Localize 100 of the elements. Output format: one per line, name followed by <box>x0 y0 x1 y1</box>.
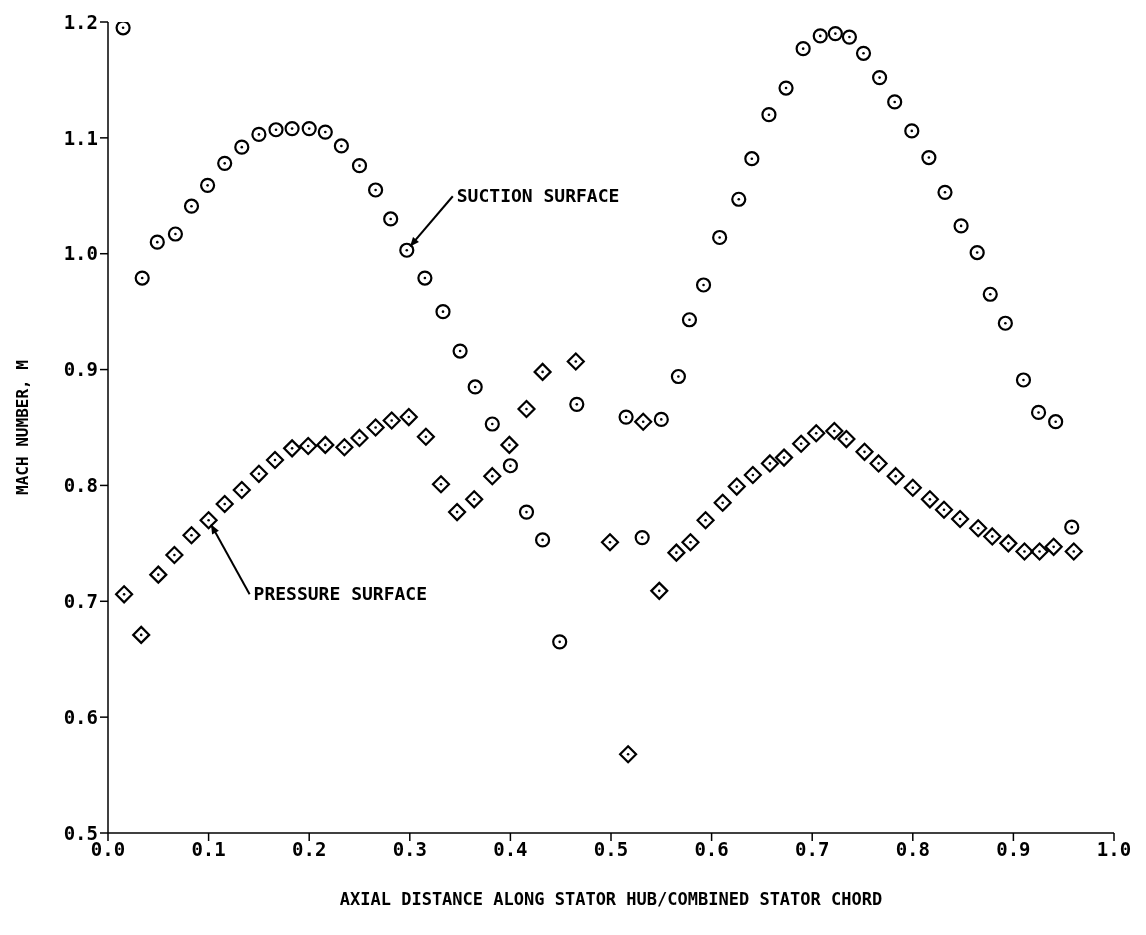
point <box>681 312 698 328</box>
point <box>837 429 856 449</box>
point <box>934 500 954 519</box>
annotation: SUCTION SURFACE <box>456 185 620 207</box>
point <box>855 45 872 61</box>
point <box>1030 542 1049 561</box>
point <box>778 80 794 96</box>
point <box>167 226 183 242</box>
x-tick-label: 0.4 <box>493 838 528 861</box>
point <box>869 454 888 473</box>
y-tick-label: 1.0 <box>63 242 98 265</box>
point <box>886 467 905 486</box>
point <box>713 493 732 512</box>
point <box>115 585 134 604</box>
y-tick-label: 0.6 <box>63 705 98 728</box>
point <box>452 343 468 359</box>
point <box>435 304 451 320</box>
point <box>667 543 686 562</box>
point <box>265 450 285 470</box>
point <box>502 458 518 474</box>
point <box>149 234 165 250</box>
point <box>534 532 551 548</box>
point <box>299 436 318 456</box>
y-tick-label: 1.2 <box>63 10 98 33</box>
point <box>1064 542 1083 561</box>
point <box>447 502 467 522</box>
point <box>467 379 483 395</box>
x-tick-label: 0.6 <box>694 838 729 861</box>
point <box>792 434 811 453</box>
x-tick-label: 1.0 <box>1096 838 1132 861</box>
y-tick-label: 0.9 <box>63 358 98 381</box>
point <box>465 490 484 509</box>
point <box>1044 537 1063 556</box>
x-tick-label: 0.9 <box>996 838 1031 861</box>
point <box>149 565 168 584</box>
point <box>317 124 333 140</box>
point <box>366 418 385 437</box>
point <box>696 511 715 530</box>
point <box>183 198 200 214</box>
x-tick-label: 0.3 <box>392 838 427 861</box>
point <box>812 28 828 44</box>
point <box>887 94 903 110</box>
x-axis-title: AXIAL DISTANCE ALONG STATOR HUB/COMBINED STATOR CHORD <box>339 889 883 909</box>
point <box>234 139 250 155</box>
point <box>997 315 1013 331</box>
point <box>712 229 728 246</box>
point <box>382 411 401 430</box>
point <box>903 478 922 497</box>
point <box>855 442 874 461</box>
y-axis-title: MACH NUMBER, M <box>12 360 32 495</box>
point <box>251 126 267 142</box>
point <box>670 368 686 385</box>
point <box>569 396 585 412</box>
point <box>937 184 953 200</box>
point <box>416 427 435 446</box>
point <box>132 625 151 644</box>
point <box>795 41 811 57</box>
point <box>368 182 384 198</box>
point <box>1015 372 1032 388</box>
point <box>351 158 368 174</box>
point <box>500 435 519 454</box>
point <box>650 581 669 600</box>
point <box>566 352 585 371</box>
point <box>249 464 268 483</box>
point <box>217 155 233 171</box>
x-tick-label: 0.1 <box>191 838 226 861</box>
point <box>634 412 653 431</box>
point <box>517 399 536 419</box>
point <box>1064 519 1080 535</box>
point <box>727 477 746 496</box>
point <box>619 745 638 764</box>
point <box>743 465 762 485</box>
point <box>982 286 998 302</box>
point <box>841 29 858 45</box>
point <box>484 416 500 432</box>
point <box>807 424 826 443</box>
point <box>316 435 335 454</box>
point <box>827 25 843 42</box>
point <box>1030 404 1047 421</box>
point <box>383 211 399 227</box>
point <box>653 411 669 427</box>
point <box>634 529 650 546</box>
point <box>335 438 354 457</box>
point <box>284 120 300 137</box>
point <box>983 527 1002 546</box>
point <box>431 475 451 494</box>
point <box>825 421 844 441</box>
point <box>760 454 780 473</box>
point <box>969 244 985 261</box>
point <box>165 545 184 565</box>
point <box>199 177 216 193</box>
point <box>182 526 201 545</box>
point <box>774 448 794 467</box>
point <box>417 270 433 286</box>
point <box>950 509 970 529</box>
point <box>920 490 939 509</box>
point <box>1015 542 1034 561</box>
point <box>232 480 251 500</box>
point <box>399 407 418 427</box>
point <box>695 277 712 293</box>
